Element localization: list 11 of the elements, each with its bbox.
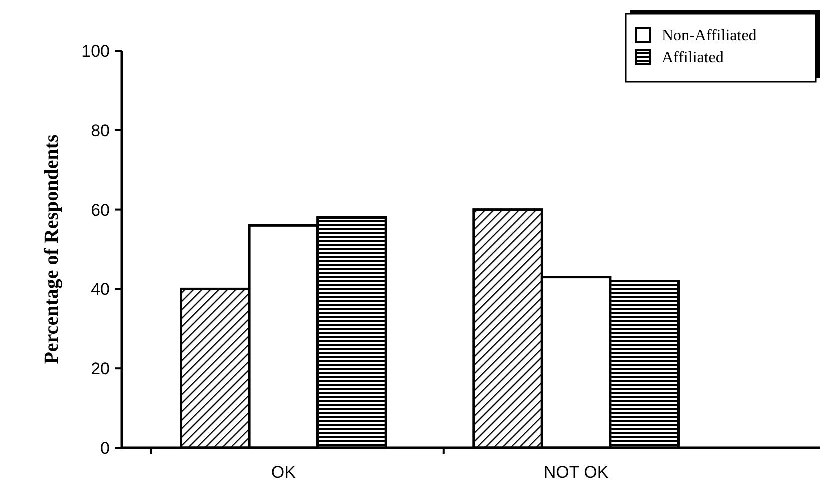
y-axis-title: Percentage of Respondents xyxy=(41,134,63,364)
y-tick-label: 0 xyxy=(100,438,110,458)
x-tick-label: NOT OK xyxy=(544,463,610,482)
y-tick-label: 20 xyxy=(91,360,110,379)
y-tick-label: 60 xyxy=(91,200,110,220)
x-tick-label: OK xyxy=(271,463,297,482)
legend-label: Non-Affiliated xyxy=(662,28,757,45)
y-tick-label: 40 xyxy=(91,280,110,300)
y-tick-label: 100 xyxy=(82,42,110,61)
y-tick-label: 80 xyxy=(91,121,110,140)
legend-label: Affiliated xyxy=(662,50,724,67)
